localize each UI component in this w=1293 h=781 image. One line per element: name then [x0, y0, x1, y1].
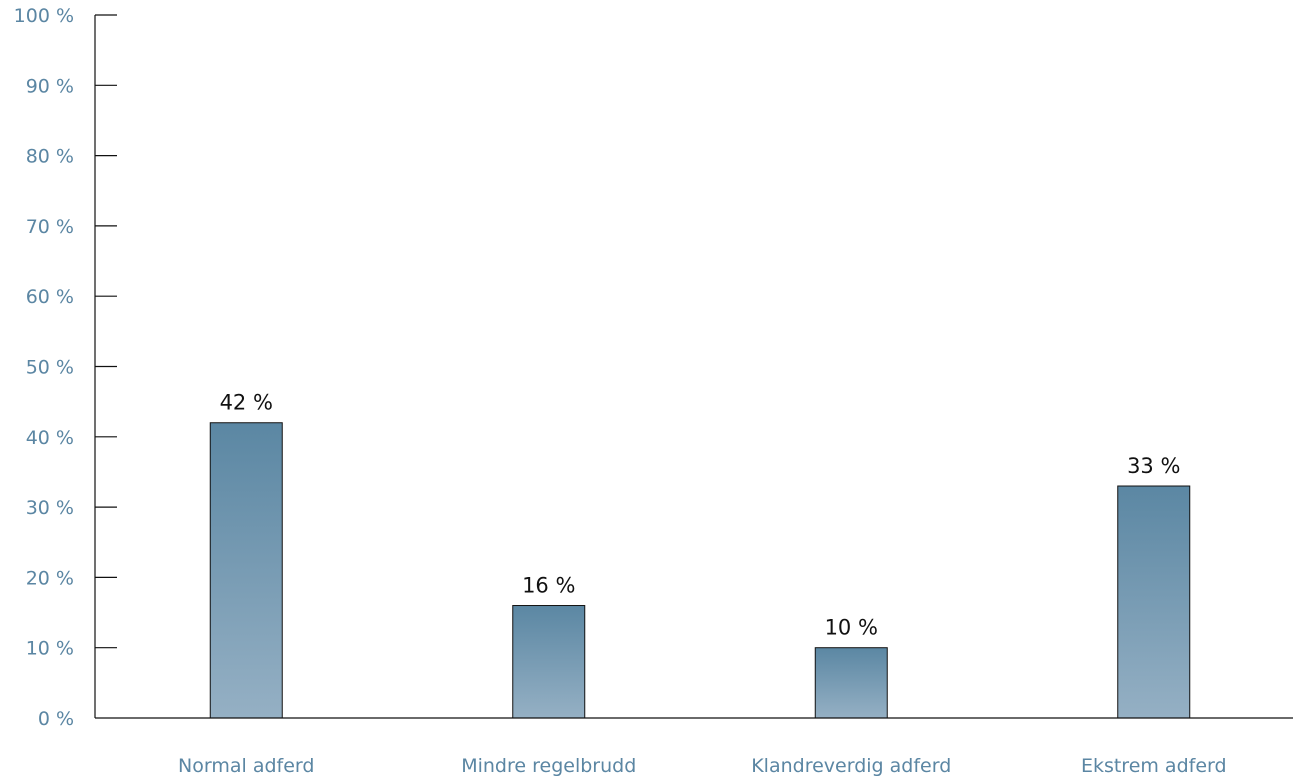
- y-tick-label: 40 %: [26, 427, 74, 449]
- x-category-label: Ekstrem adferd: [1081, 755, 1227, 777]
- bar: [814, 647, 888, 719]
- bar-value-label: 42 %: [220, 391, 273, 415]
- x-axis: Normal adferd Mindre regelbrudd Klandrever…: [95, 717, 1293, 777]
- x-category-label: Klandreverdig adferd: [751, 755, 951, 777]
- value-labels: 42 % 16 % 10 % 33 %: [220, 391, 1181, 640]
- bars: [209, 422, 1191, 719]
- y-tick-label: 90 %: [26, 75, 74, 97]
- bar-value-label: 33 %: [1127, 454, 1180, 478]
- bar: [512, 605, 586, 719]
- bar: [1117, 485, 1191, 719]
- y-tick-label: 70 %: [26, 216, 74, 238]
- y-tick-label: 0 %: [38, 708, 74, 730]
- y-tick-label: 30 %: [26, 497, 74, 519]
- bar-value-label: 10 %: [825, 616, 878, 640]
- x-category-label: Mindre regelbrudd: [461, 755, 636, 777]
- y-tick-label: 60 %: [26, 286, 74, 308]
- bar-value-label: 16 %: [522, 574, 575, 598]
- y-tick-label: 100 %: [14, 5, 74, 27]
- y-tick-label: 20 %: [26, 567, 74, 589]
- y-tick-label: 80 %: [26, 146, 74, 168]
- x-category-label: Normal adferd: [178, 755, 314, 777]
- y-tick-label: 50 %: [26, 357, 74, 379]
- y-tick-label: 10 %: [26, 638, 74, 660]
- y-axis: 0 % 10 % 20 % 30 % 40 % 50 % 60 % 70 % 80 % 90 % 1…: [14, 5, 117, 730]
- bar: [209, 422, 283, 719]
